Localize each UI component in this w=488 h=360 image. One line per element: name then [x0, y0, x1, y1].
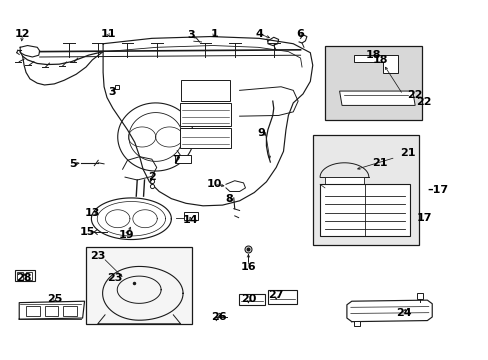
- Bar: [63, 306, 77, 316]
- Bar: [180, 128, 230, 148]
- Text: 6: 6: [296, 29, 304, 39]
- Text: 25: 25: [46, 294, 62, 304]
- Text: 20: 20: [240, 294, 256, 304]
- Bar: [26, 272, 32, 280]
- Bar: [325, 177, 363, 186]
- Bar: [238, 294, 265, 305]
- Bar: [26, 306, 40, 316]
- Text: 26: 26: [211, 312, 226, 322]
- Bar: [267, 290, 297, 304]
- Bar: [15, 270, 35, 281]
- Text: 19: 19: [119, 230, 134, 239]
- Text: 18: 18: [371, 55, 387, 65]
- Text: 28: 28: [16, 273, 32, 283]
- Bar: [17, 272, 23, 280]
- Text: 12: 12: [15, 29, 30, 39]
- Bar: [180, 103, 230, 126]
- Text: 4: 4: [255, 29, 263, 39]
- Text: 9: 9: [257, 128, 265, 138]
- Bar: [320, 184, 409, 236]
- Text: 8: 8: [224, 194, 232, 204]
- Text: 7: 7: [172, 155, 180, 165]
- Text: 1: 1: [210, 29, 218, 39]
- Text: 14: 14: [183, 215, 198, 225]
- Text: 2: 2: [148, 172, 155, 182]
- Text: 27: 27: [268, 291, 284, 301]
- Text: 22: 22: [415, 97, 431, 107]
- Text: 13: 13: [84, 208, 100, 218]
- Text: 23: 23: [107, 273, 122, 283]
- Text: 5: 5: [69, 159, 77, 169]
- Text: 3: 3: [108, 87, 116, 97]
- Bar: [416, 293, 422, 299]
- Text: 3: 3: [187, 30, 194, 40]
- Text: 18: 18: [365, 50, 381, 60]
- Polygon shape: [353, 55, 397, 73]
- Text: –17: –17: [427, 185, 448, 195]
- Bar: [325, 46, 422, 120]
- Text: 21: 21: [399, 148, 415, 158]
- Text: 11: 11: [100, 29, 116, 39]
- Bar: [86, 247, 192, 324]
- Text: 17: 17: [415, 213, 431, 222]
- Text: 23: 23: [90, 251, 106, 261]
- Bar: [44, 306, 58, 316]
- Polygon shape: [339, 91, 414, 105]
- Bar: [175, 155, 190, 163]
- Bar: [312, 135, 418, 245]
- Text: 16: 16: [240, 262, 256, 272]
- Text: 10: 10: [206, 179, 222, 189]
- Text: 24: 24: [396, 309, 411, 318]
- Text: 21: 21: [371, 158, 387, 168]
- Bar: [181, 80, 229, 101]
- Bar: [183, 212, 198, 220]
- Bar: [353, 320, 359, 326]
- Text: 22: 22: [407, 90, 422, 100]
- Text: 15: 15: [80, 227, 95, 237]
